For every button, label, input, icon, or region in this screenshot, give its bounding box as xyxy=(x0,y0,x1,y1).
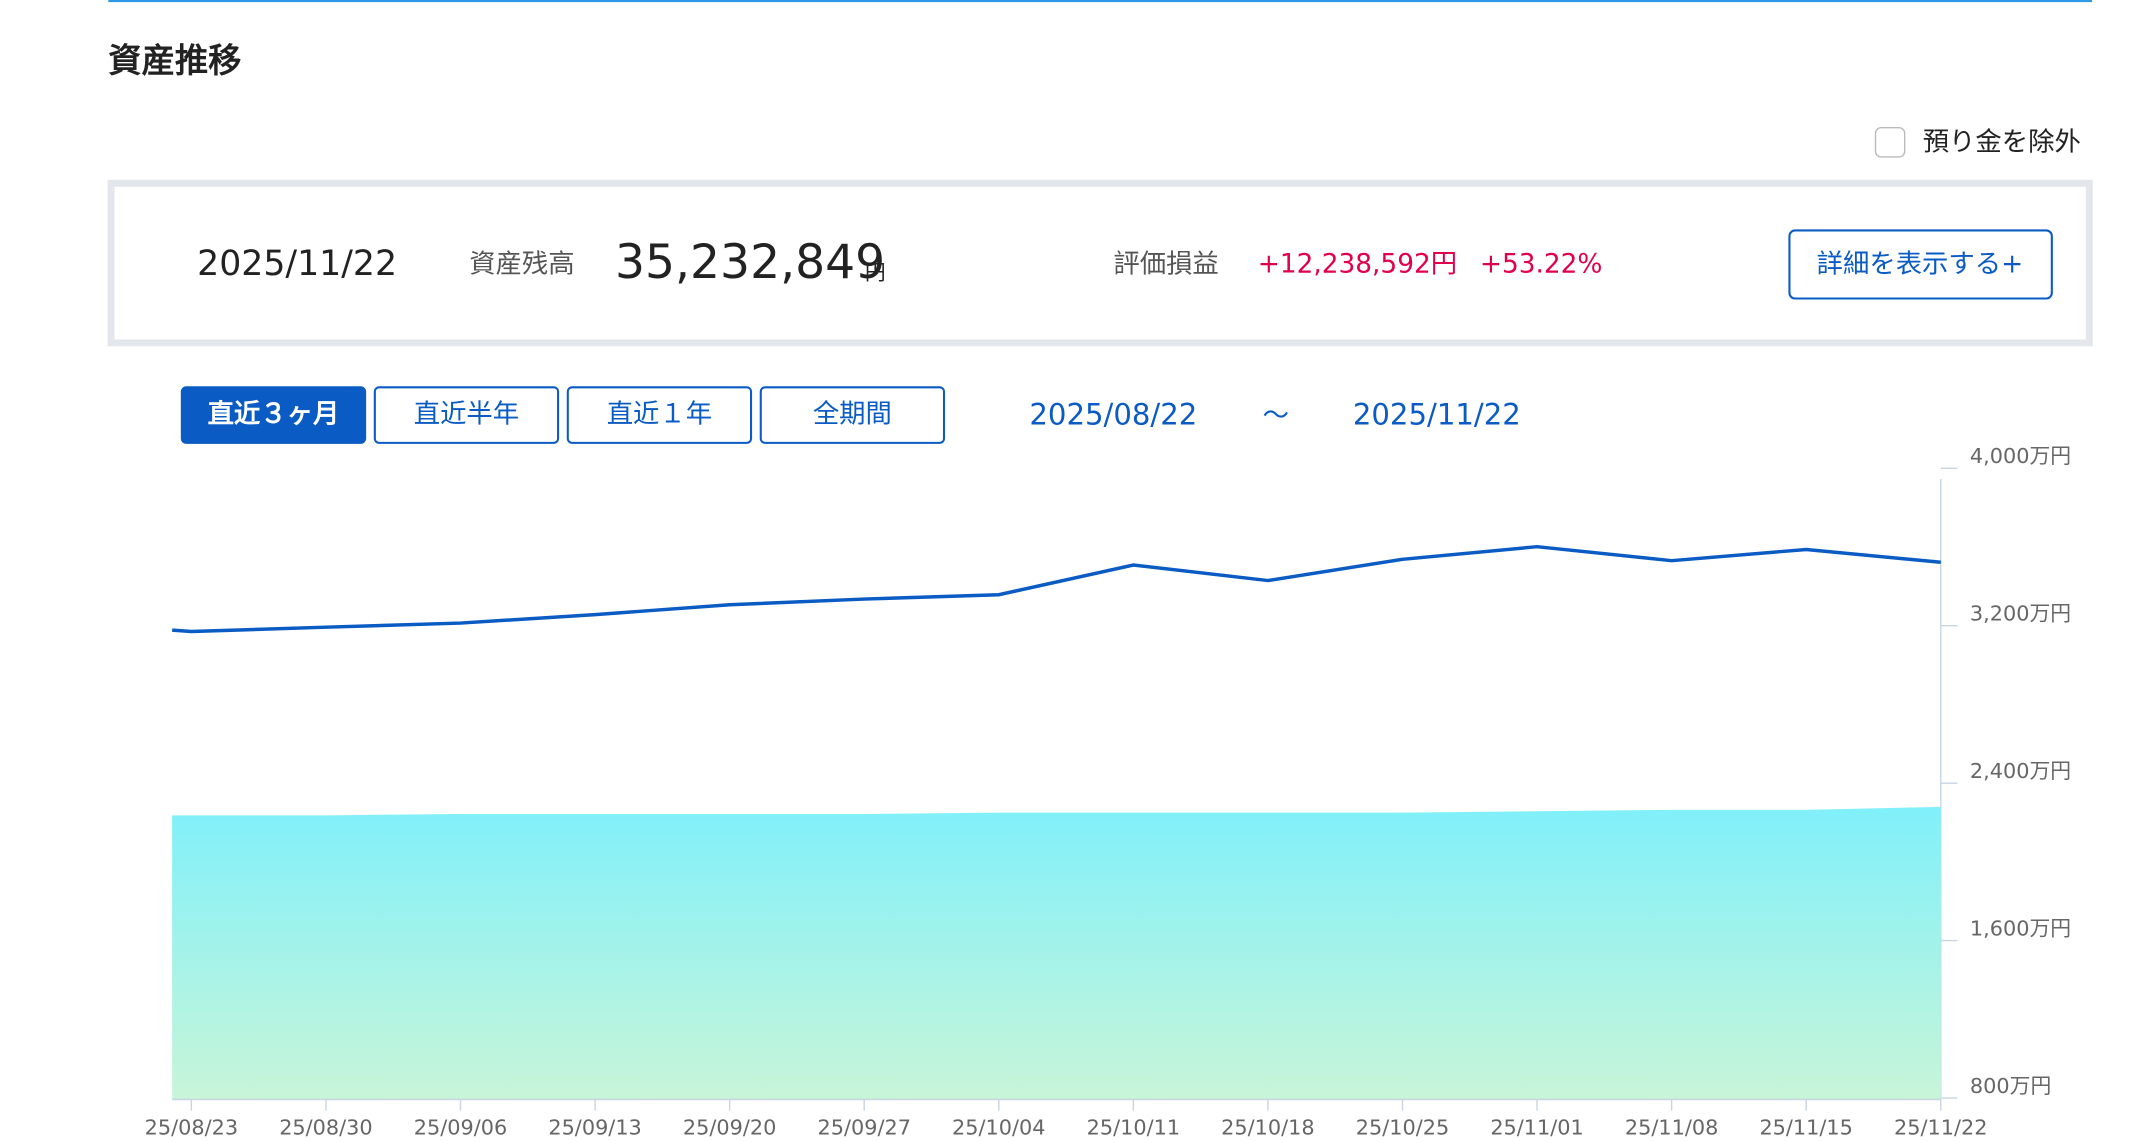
x-tick-label: 25/10/04 xyxy=(952,1116,1045,1140)
y-tick-label: 4,000万円 xyxy=(1970,444,2071,468)
pl-percent: +53.22% xyxy=(1480,250,1603,280)
y-tick-label: 800万円 xyxy=(1970,1074,2051,1098)
x-tick-label: 25/09/06 xyxy=(414,1116,507,1140)
y-tick-label: 2,400万円 xyxy=(1970,759,2071,783)
x-tick-label: 25/09/13 xyxy=(548,1116,641,1140)
area xyxy=(172,806,1941,1100)
y-tick-label: 3,200万円 xyxy=(1970,602,2071,626)
balance-value: 35,232,849 xyxy=(615,235,885,290)
y-tick-label: 1,600万円 xyxy=(1970,916,2071,940)
period-label[interactable]: 直近３ヶ月 xyxy=(208,400,340,430)
x-tick-label: 25/08/30 xyxy=(279,1116,372,1140)
x-tick-label: 25/09/27 xyxy=(817,1116,910,1140)
checkbox-label[interactable]: 預り金を除外 xyxy=(1923,128,2081,158)
period-button[interactable] xyxy=(566,386,753,444)
period-label[interactable]: 直近１年 xyxy=(607,400,712,430)
period-button[interactable] xyxy=(373,386,560,444)
x-tick-label: 25/10/11 xyxy=(1087,1116,1180,1140)
summary-box xyxy=(107,179,2093,347)
x-tick-label: 25/10/25 xyxy=(1356,1116,1449,1140)
period-button[interactable] xyxy=(180,386,367,444)
detail-button-label[interactable]: 詳細を表示する+ xyxy=(1817,250,2024,280)
detail-button[interactable] xyxy=(1788,229,2053,300)
x-tick-label: 25/11/01 xyxy=(1490,1116,1583,1140)
balance-unit: 円 xyxy=(865,260,886,284)
x-tick-label: 25/11/22 xyxy=(1894,1116,1987,1140)
period-label[interactable]: 全期間 xyxy=(813,400,892,430)
period-label[interactable]: 直近半年 xyxy=(414,400,519,430)
balance-label: 資産残高 xyxy=(469,250,574,280)
section-title: 資産推移 xyxy=(108,41,241,80)
x-tick-label: 25/08/23 xyxy=(145,1116,238,1140)
summary-date: 2025/11/22 xyxy=(197,244,397,284)
checkbox[interactable] xyxy=(1874,127,1906,158)
x-tick-label: 25/09/20 xyxy=(683,1116,776,1140)
range-end[interactable]: 2025/11/22 xyxy=(1353,397,1521,431)
pl-label: 評価損益 xyxy=(1113,250,1218,280)
range-start[interactable]: 2025/08/22 xyxy=(1029,397,1197,431)
pl-value: +12,238,592円 xyxy=(1258,250,1457,280)
x-tick-label: 25/10/18 xyxy=(1221,1116,1314,1140)
range-separator: ～ xyxy=(1263,401,1289,431)
x-tick-label: 25/11/15 xyxy=(1759,1116,1852,1140)
period-button[interactable] xyxy=(759,386,946,444)
x-tick-label: 25/11/08 xyxy=(1625,1116,1718,1140)
line xyxy=(172,544,1941,634)
